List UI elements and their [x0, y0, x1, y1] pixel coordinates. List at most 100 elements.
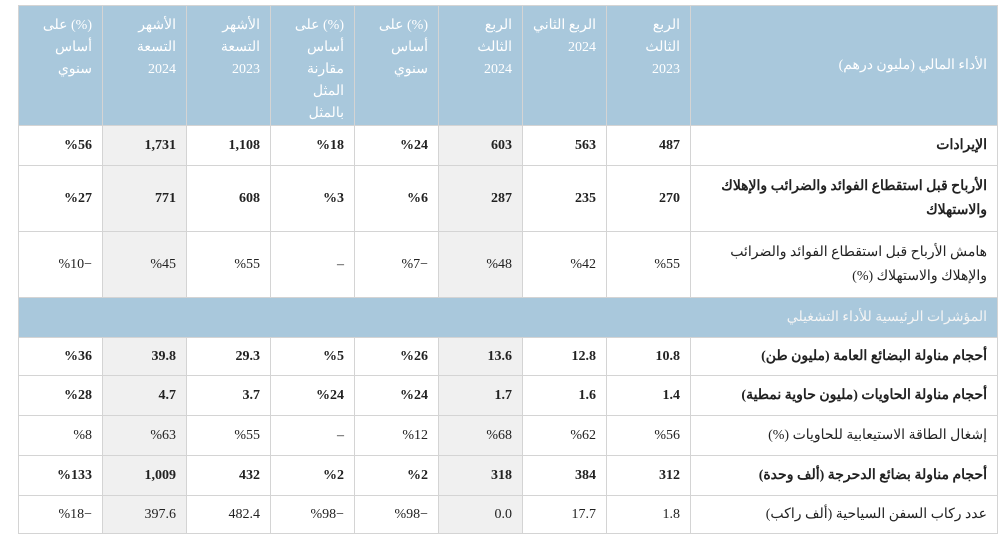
cell-value: %12 [402, 427, 428, 443]
cell-value: %56 [64, 137, 92, 153]
table-row: المؤشرات الرئيسية للأداء التشغيلي [18, 297, 998, 338]
value-cell: – [270, 231, 355, 298]
section-cell: المؤشرات الرئيسية للأداء التشغيلي [18, 297, 998, 338]
cell-value: 1.6 [578, 387, 597, 403]
table-row: هامش الأرباح قبل استقطاع الفوائد والضرائ… [18, 231, 998, 298]
cell-value: %8 [73, 427, 92, 443]
cell-value: 0.0 [494, 506, 513, 522]
cell-value: 608 [239, 190, 260, 206]
cell-value: – [337, 427, 344, 443]
value-cell: %24 [270, 375, 355, 416]
value-cell: %28 [18, 375, 103, 416]
cell-value: %45 [150, 256, 176, 272]
value-cell: %45 [102, 231, 187, 298]
row-label: إشغال الطاقة الاستيعابية للحاويات (%) [690, 415, 998, 456]
row-label: الإيرادات [690, 125, 998, 166]
value-cell: 29.3 [186, 337, 271, 376]
value-cell: %56 [18, 125, 103, 166]
page: Financial table {"table": { "header": ["… [18, 5, 998, 534]
value-cell: 771 [102, 165, 187, 232]
table-row: الإيرادات 487 563 603 %24 %18 1,108 1,731 %56 [18, 125, 998, 166]
row-label: أحجام مناولة بضائع الدحرجة (ألف وحدة) [690, 455, 998, 496]
value-cell: %7− [354, 231, 439, 298]
header-cell: الأشهر التسعة 2024 [102, 5, 187, 126]
value-cell: 287 [438, 165, 523, 232]
cell-value: 1.7 [494, 387, 513, 403]
value-cell: – [270, 415, 355, 456]
cell-value: %63 [150, 427, 176, 443]
table-body: الإيرادات 487 563 603 %24 %18 1,108 1,731 %56 الأ… [18, 125, 998, 534]
cell-value: %3 [323, 190, 344, 206]
value-cell: %27 [18, 165, 103, 232]
value-cell: 39.8 [102, 337, 187, 376]
value-cell: 1.6 [522, 375, 607, 416]
value-cell: %2 [354, 455, 439, 496]
value-cell: 13.6 [438, 337, 523, 376]
cell-value: 771 [155, 190, 176, 206]
body: الأداء المالي (مليون درهم) الربع الثالث 2… [18, 5, 998, 534]
value-cell: 432 [186, 455, 271, 496]
cell-value: %6 [407, 190, 428, 206]
header-cell: الربع الثالث 2023 [606, 5, 691, 126]
value-cell: %24 [354, 375, 439, 416]
value-cell: 3.7 [186, 375, 271, 416]
cell-value: %42 [570, 256, 596, 272]
value-cell: 384 [522, 455, 607, 496]
value-cell: %55 [186, 415, 271, 456]
value-cell: %68 [438, 415, 523, 456]
value-cell: 397.6 [102, 495, 187, 534]
row-label: الأرباح قبل استقطاع الفوائد والضرائب وال… [690, 165, 998, 232]
value-cell: %133 [18, 455, 103, 496]
value-cell: %56 [606, 415, 691, 456]
cell-value: %55 [234, 427, 260, 443]
value-cell: %10− [18, 231, 103, 298]
cell-value: 563 [575, 137, 596, 153]
row-label: عدد ركاب السفن السياحية (ألف راكب) [690, 495, 998, 534]
value-cell: %6 [354, 165, 439, 232]
value-cell: 10.8 [606, 337, 691, 376]
cell-value: %26 [400, 348, 428, 364]
cell-value: 432 [239, 467, 260, 483]
header-row: الأداء المالي (مليون درهم) الربع الثالث 2… [18, 5, 998, 126]
cell-value: %2 [407, 467, 428, 483]
value-cell: %18 [270, 125, 355, 166]
header-cell: الربع الثالث 2024 [438, 5, 523, 126]
cell-value: %18 [316, 137, 344, 153]
cell-value: %27 [64, 190, 92, 206]
cell-value: 397.6 [144, 506, 177, 522]
cell-value: %133 [57, 467, 92, 483]
cell-value: 384 [575, 467, 596, 483]
row-label: أحجام مناولة الحاويات (مليون حاوية نمطية… [690, 375, 998, 416]
table-row: أحجام مناولة بضائع الدحرجة (ألف وحدة) 312… [18, 455, 998, 496]
cell-value: %98− [394, 506, 428, 522]
cell-value: %55 [234, 256, 260, 272]
cell-value: %62 [570, 427, 596, 443]
value-cell: 487 [606, 125, 691, 166]
value-cell: 235 [522, 165, 607, 232]
cell-value: %28 [64, 387, 92, 403]
cell-value: 235 [575, 190, 596, 206]
cell-value: %24 [400, 387, 428, 403]
header-cell: الأشهر التسعة 2023 [186, 5, 271, 126]
cell-value: 1,009 [144, 467, 177, 483]
value-cell: 1,731 [102, 125, 187, 166]
row-label: هامش الأرباح قبل استقطاع الفوائد والضرائ… [690, 231, 998, 298]
cell-value: %55 [654, 256, 680, 272]
value-cell: 1,009 [102, 455, 187, 496]
value-cell: %63 [102, 415, 187, 456]
value-cell: %18− [18, 495, 103, 534]
value-cell: 12.8 [522, 337, 607, 376]
cell-value: 287 [491, 190, 512, 206]
cell-value: 17.7 [571, 506, 597, 522]
header-cell: (%) على أساس سنوي [354, 5, 439, 126]
cell-value: – [337, 256, 344, 272]
value-cell: 312 [606, 455, 691, 496]
value-cell: 1,108 [186, 125, 271, 166]
cell-value: 482.4 [228, 506, 261, 522]
value-cell: %12 [354, 415, 439, 456]
cell-value: 312 [659, 467, 680, 483]
cell-value: %10− [58, 256, 92, 272]
header-cell: الأداء المالي (مليون درهم) [690, 5, 998, 126]
value-cell: %26 [354, 337, 439, 376]
value-cell: 1.8 [606, 495, 691, 534]
